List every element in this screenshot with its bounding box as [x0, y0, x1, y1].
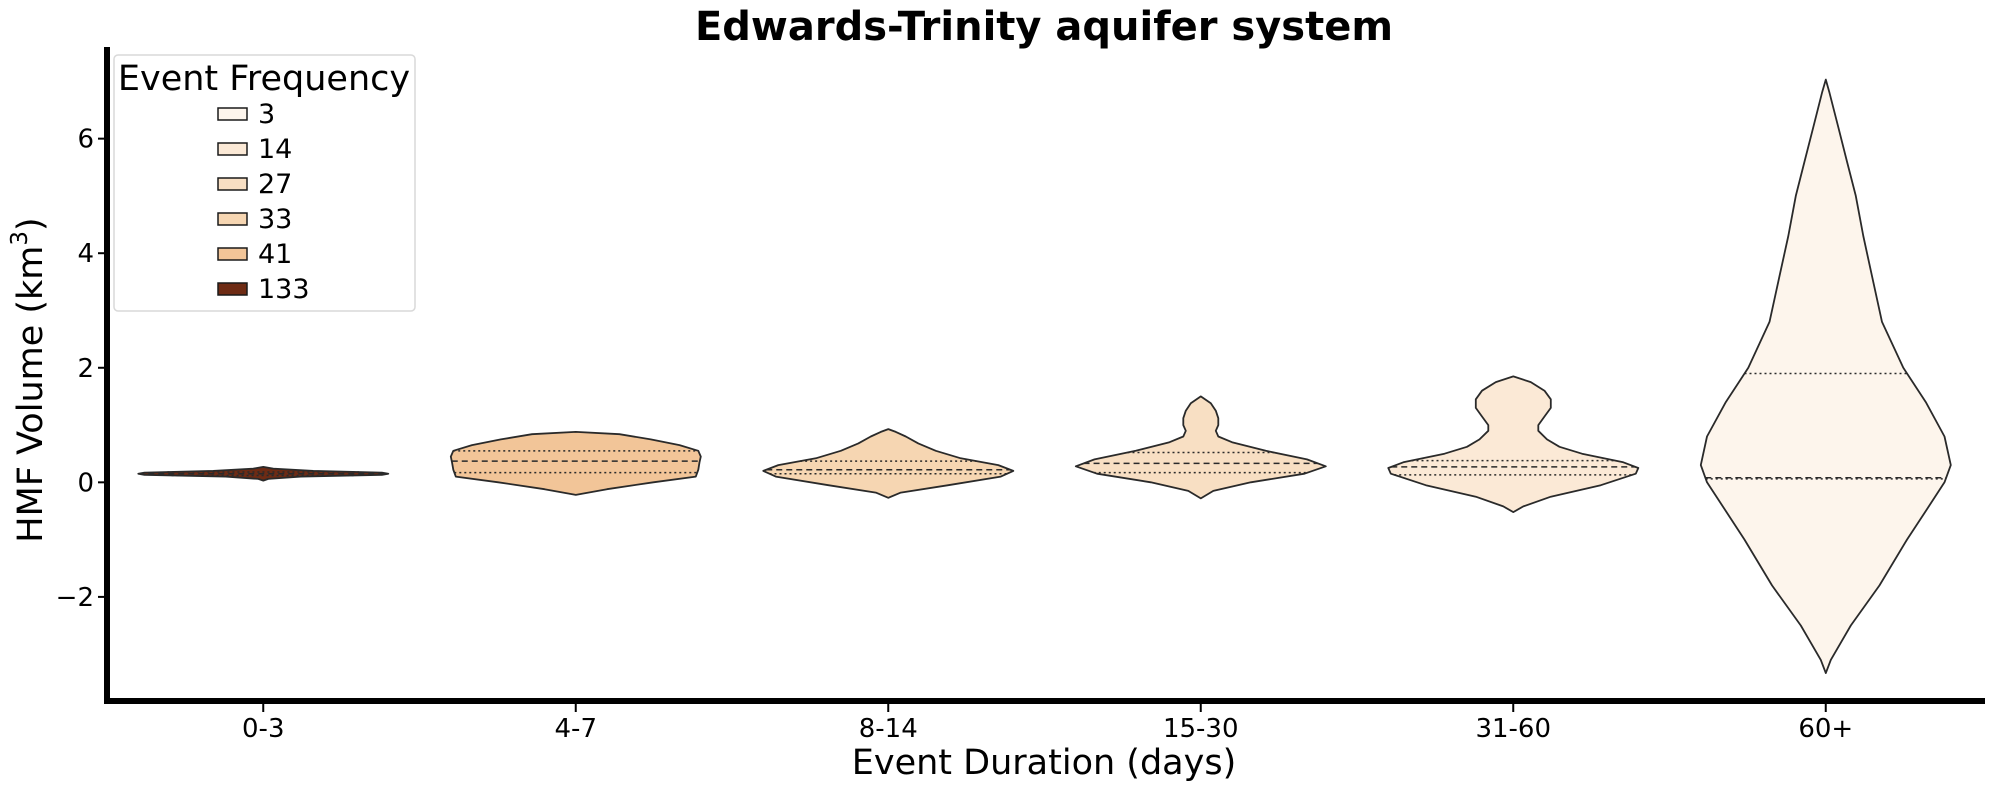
- violin-body: [762, 428, 1015, 499]
- legend-entry: 14: [217, 134, 292, 165]
- violin-body: [1387, 375, 1640, 513]
- violin-15-30: [1074, 395, 1327, 500]
- legend: Event Frequency 3 14 27 33 41 133: [113, 54, 416, 312]
- violin-0-3: [137, 466, 390, 482]
- axes: [104, 47, 1985, 704]
- legend-swatch: [217, 282, 248, 296]
- violin-60+: [1699, 78, 1952, 674]
- y-ticks: −2 0 2 4 6: [56, 125, 107, 613]
- legend-label: 33: [258, 204, 292, 235]
- x-tick-label: 60+: [1798, 714, 1853, 744]
- chart-title: Edwards-Trinity aquifer system: [695, 4, 1393, 50]
- legend-label: 3: [258, 99, 275, 130]
- legend-entry: 33: [217, 204, 292, 235]
- legend-title: Event Frequency: [118, 59, 410, 99]
- legend-swatch: [217, 177, 248, 191]
- x-tick-label: 15-30: [1163, 714, 1239, 744]
- x-ticks: 0-3 4-7 8-14 15-30 31-60 60+: [242, 704, 1853, 744]
- legend-frame: [113, 54, 416, 312]
- legend-label: 14: [258, 134, 292, 165]
- violin-4-7: [449, 431, 702, 496]
- x-axis-label: Event Duration (days): [852, 743, 1236, 783]
- x-tick-label: 0-3: [242, 714, 284, 744]
- legend-entry: 3: [217, 99, 275, 130]
- y-axis-label: HMF Volume (km3): [7, 217, 51, 542]
- x-tick-label: 8-14: [859, 714, 918, 744]
- plot-area: [137, 78, 1952, 674]
- legend-label: 27: [258, 169, 292, 200]
- legend-entry: 27: [217, 169, 292, 200]
- violin-body: [1699, 78, 1952, 674]
- y-tick-label: 6: [77, 125, 94, 155]
- y-tick-label: −2: [56, 583, 94, 613]
- y-tick-label: 0: [77, 468, 94, 498]
- y-tick-label: 2: [77, 354, 94, 384]
- violin-body: [1074, 395, 1327, 500]
- y-tick-label: 4: [77, 239, 94, 269]
- violin-body: [449, 431, 702, 496]
- violin-8-14: [762, 428, 1015, 499]
- violin-31-60: [1387, 375, 1640, 513]
- x-tick-label: 4-7: [555, 714, 597, 744]
- legend-entry: 41: [217, 239, 292, 270]
- legend-swatch: [217, 247, 248, 261]
- legend-swatch: [217, 107, 248, 121]
- legend-swatch: [217, 142, 248, 156]
- legend-label: 133: [258, 274, 310, 305]
- legend-label: 41: [258, 239, 292, 270]
- legend-entry: 133: [217, 274, 310, 305]
- x-tick-label: 31-60: [1475, 714, 1551, 744]
- legend-swatch: [217, 212, 248, 226]
- y-axis-label-suffix: ): [11, 217, 51, 231]
- y-axis-label-superscript: 3: [7, 231, 33, 246]
- legend-entries: 3 14 27 33 41 133: [217, 99, 310, 305]
- y-axis-label-text: HMF Volume (km: [11, 246, 51, 543]
